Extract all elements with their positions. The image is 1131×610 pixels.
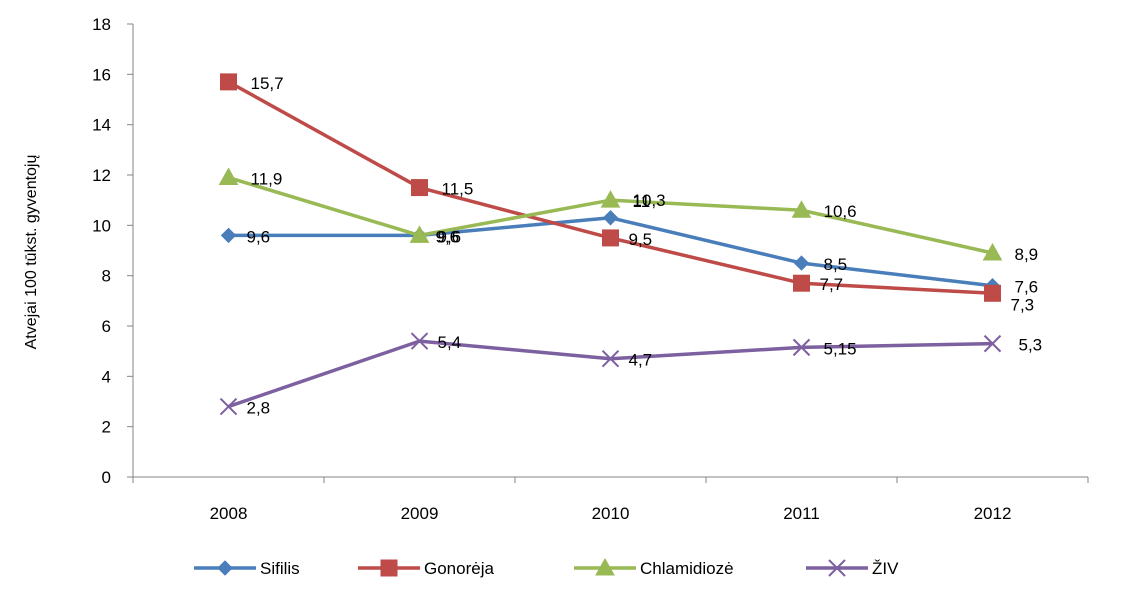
legend: Sifilis Gonorėja Chlamidiozė ŽIV [194, 557, 899, 578]
y-tick-label: 4 [102, 367, 111, 386]
data-point-x [219, 397, 238, 416]
x-tick-label: 2010 [592, 504, 630, 523]
data-label: 5,3 [1019, 336, 1043, 355]
data-point-x [983, 334, 1002, 353]
data-point-diamond [793, 255, 810, 271]
data-point-x [410, 332, 429, 350]
axes: 0 2 4 6 8 10 12 14 16 18 2008 2009 2010 2011 2012 [92, 15, 1089, 523]
series-line [227, 339, 993, 409]
data-label: 7,6 [1015, 278, 1039, 297]
data-point-diamond [220, 227, 237, 244]
data-point-x [601, 350, 620, 368]
data-point-triangle [600, 190, 621, 208]
y-tick-label: 0 [102, 468, 111, 487]
data-label: 7,7 [820, 275, 844, 294]
data-label: 8,5 [824, 255, 848, 274]
y-tick-label: 6 [102, 317, 111, 336]
series-Chlamidiozė [218, 167, 1003, 261]
data-point-x [792, 338, 811, 357]
y-tick-label: 12 [92, 166, 111, 185]
data-label: 5,4 [438, 333, 462, 352]
data-point-triangle [218, 167, 239, 186]
data-label: 5,15 [824, 339, 857, 358]
data-point-square [984, 284, 1001, 302]
legend-item: ŽIV [806, 559, 899, 578]
series-layer [218, 73, 1003, 416]
x-tick-label: 2008 [210, 504, 248, 523]
legend-item: Sifilis [194, 559, 300, 578]
x-tick-label: 2011 [783, 504, 820, 523]
series-Sifilis [220, 210, 1001, 294]
legend-item: Chlamidiozė [574, 557, 734, 578]
y-tick-label: 18 [92, 15, 111, 34]
data-point-square [411, 179, 428, 197]
data-label: 11 [633, 192, 651, 211]
data-point-triangle [595, 557, 615, 576]
data-point-diamond [217, 560, 233, 576]
data-point-square [380, 559, 398, 577]
data-label: 2,8 [247, 399, 271, 418]
y-tick-label: 8 [102, 267, 111, 286]
legend-item: Gonorėja [358, 559, 494, 578]
data-label: 8,9 [1015, 245, 1039, 264]
data-point-square [220, 73, 237, 91]
x-tick-label: 2012 [974, 504, 1012, 523]
series-line [227, 80, 993, 296]
data-point-x [828, 559, 846, 577]
data-label: 9,5 [629, 230, 653, 249]
data-label: 9,6 [436, 227, 460, 246]
legend-label: Sifilis [260, 559, 300, 578]
y-axis-title: Atvejai 100 tūkst. gyventojų [23, 155, 40, 350]
y-axis-title-group: Atvejai 100 tūkst. gyventojų [23, 155, 40, 350]
data-label: 4,7 [629, 351, 653, 370]
data-label: 9,6 [438, 227, 462, 246]
legend-label: Gonorėja [424, 559, 494, 578]
data-label: 11,9 [251, 170, 283, 189]
data-label: 10,3 [633, 191, 666, 210]
data-label: 10,6 [824, 202, 857, 221]
y-tick-label: 16 [92, 65, 111, 84]
x-tick-label: 2009 [401, 504, 439, 523]
data-label: 9,6 [247, 227, 271, 246]
y-tick-label: 14 [92, 116, 111, 135]
y-tick-label: 10 [92, 216, 111, 235]
data-point-square [793, 274, 810, 292]
data-point-triangle [982, 242, 1003, 261]
legend-label: ŽIV [872, 559, 899, 578]
data-point-triangle [791, 200, 812, 218]
legend-label: Chlamidiozė [640, 559, 734, 578]
data-label: 11,5 [442, 180, 474, 199]
series-Gonorėja [220, 73, 1001, 302]
series-ŽIV [219, 332, 1002, 416]
y-tick-label: 2 [102, 418, 111, 437]
data-point-triangle [409, 225, 430, 243]
data-point-square [602, 229, 619, 247]
data-labels-layer: 9,6 9,610,38,57,615,711,59,57,77,311,99,6… [247, 74, 1043, 418]
data-point-diamond [602, 210, 619, 226]
data-label: 7,3 [1011, 295, 1035, 314]
data-label: 15,7 [251, 74, 284, 93]
